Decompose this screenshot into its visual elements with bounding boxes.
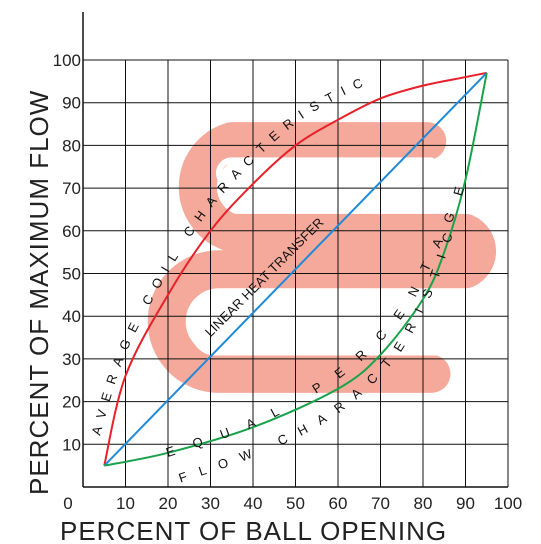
coil-gap [191,308,482,356]
y-tick-label: 60 [62,222,81,241]
y-axis-title: PERCENT OF MAXIMUM FLOW [24,90,54,495]
series [103,71,488,467]
x-tick-label: 70 [371,494,390,513]
y-tick-label: 10 [62,435,81,454]
x-tick-label: 80 [414,494,433,513]
x-tick-label: 0 [63,494,72,513]
y-tick-label: 40 [62,307,81,326]
average-coil-curve [103,71,487,466]
x-tick-label: 50 [286,494,305,513]
coil-gap [215,157,435,189]
y-tick-label: 20 [62,393,81,412]
x-tick-label: 100 [494,494,522,513]
x-tick-label: 90 [456,494,475,513]
x-tick-label: 30 [201,494,220,513]
y-tick-label: 90 [62,94,81,113]
y-tick-label: 100 [53,51,81,70]
y-tick-label: 30 [62,350,81,369]
linear-heat-transfer-line [103,72,488,467]
x-tick-label: 10 [116,494,135,513]
y-tick-label: 50 [62,265,81,284]
coil-graphic [147,122,497,393]
grid [83,59,509,487]
x-tick-label: 60 [329,494,348,513]
coil-band [147,122,497,393]
axes [82,12,508,488]
x-tick-label: 20 [159,494,178,513]
y-tick-label: 80 [62,136,81,155]
x-tick-label: 40 [244,494,263,513]
y-tick-label: 70 [62,179,81,198]
x-axis-title: PERCENT OF BALL OPENING [60,516,447,544]
equal-percentage-curve [104,72,488,467]
tick-labels: 0 10 20 30 40 50 60 70 80 90 100 10 20 30 40 50 60 70 80 90… [53,51,523,513]
